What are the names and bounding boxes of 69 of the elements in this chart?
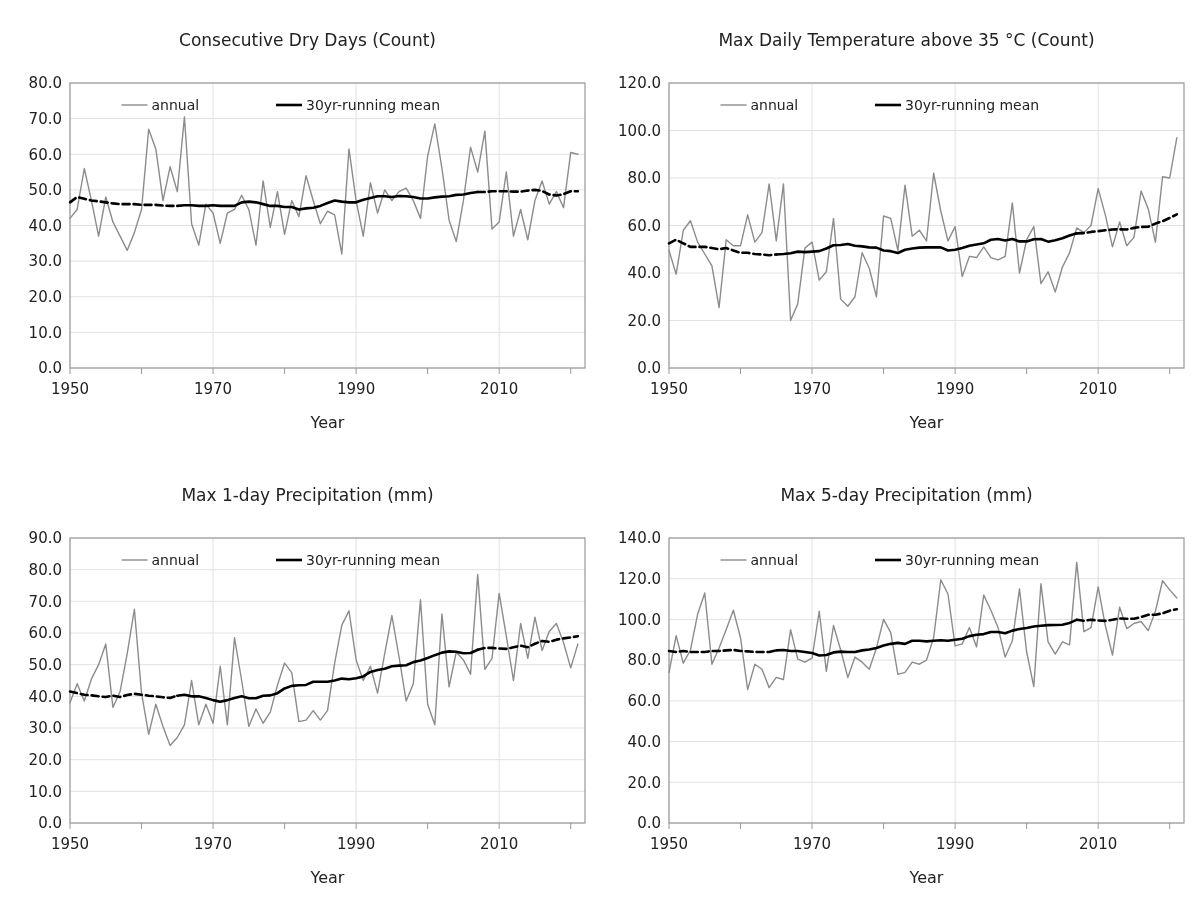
x-tick-label: 1970 [792,380,832,398]
legend-label: annual [151,551,200,568]
chart-title: Consecutive Dry Days (Count) [179,30,436,50]
y-tick-label: 60.0 [627,692,661,711]
line-series [69,573,579,747]
y-tick-label: 40.0 [28,687,62,706]
y-tick-label: 50.0 [28,181,62,200]
y-tick-label: 80.0 [28,74,62,93]
y-tick-label: 80.0 [28,560,62,579]
y-tick-label: 120.0 [618,569,661,588]
y-tick-label: 50.0 [28,655,62,674]
x-tick-label: 2010 [1079,380,1118,398]
legend-label: 30yr-running mean [306,551,441,568]
y-tick-label: 60.0 [28,145,62,164]
y-tick-label: 20.0 [627,311,661,330]
x-tick-label: 1970 [193,380,233,398]
x-axis-title: Year [309,868,345,887]
x-tick-label: 1990 [936,835,975,853]
y-tick-label: 20.0 [627,773,661,792]
y-tick-label: 30.0 [28,719,62,738]
y-tick-label: 70.0 [28,592,62,611]
x-tick-label: 1950 [649,380,689,398]
x-tick-label: 1990 [337,380,376,398]
chart-title: Max 1-day Precipitation (mm) [181,485,434,505]
x-tick-label: 1950 [50,835,90,853]
x-tick-label: 2010 [1079,835,1118,853]
legend-label: 30yr-running mean [306,96,441,113]
y-tick-label: 90.0 [28,529,62,548]
y-tick-label: 70.0 [28,109,62,128]
legend-label: 30yr-running mean [905,551,1040,568]
line-series [69,116,579,255]
y-tick-label: 80.0 [627,651,661,670]
y-tick-label: 10.0 [28,782,62,801]
legend-label: annual [151,96,200,113]
y-tick-label: 40.0 [28,216,62,235]
y-tick-label: 40.0 [627,732,661,751]
chart-title: Max 5-day Precipitation (mm) [780,485,1033,505]
line-series [668,136,1178,322]
y-tick-label: 0.0 [637,359,661,378]
y-tick-label: 140.0 [618,529,661,548]
x-axis-title: Year [908,868,944,887]
x-tick-label: 2010 [480,380,519,398]
y-tick-label: 60.0 [627,216,661,235]
legend-label: annual [750,96,799,113]
y-tick-label: 80.0 [627,169,661,188]
y-tick-label: 0.0 [38,814,62,833]
y-tick-label: 20.0 [28,750,62,769]
x-tick-label: 1970 [193,835,233,853]
x-axis-title: Year [309,413,345,432]
y-tick-label: 40.0 [627,264,661,283]
x-tick-label: 1990 [936,380,975,398]
y-tick-label: 0.0 [38,359,62,378]
x-tick-label: 1990 [337,835,376,853]
x-tick-label: 1970 [792,835,832,853]
x-tick-label: 1950 [649,835,689,853]
legend-label: 30yr-running mean [905,96,1040,113]
x-axis-title: Year [908,413,944,432]
y-tick-label: 0.0 [637,814,661,833]
y-tick-label: 20.0 [28,288,62,306]
y-tick-label: 10.0 [28,323,62,342]
x-tick-label: 1950 [50,380,90,398]
legend-label: annual [750,551,799,568]
y-tick-label: 100.0 [618,610,661,629]
y-tick-label: 100.0 [618,121,661,140]
chart-title: Max Daily Temperature above 35 °C (Count) [718,30,1095,50]
y-tick-label: 30.0 [28,252,62,271]
y-tick-label: 120.0 [618,74,661,93]
y-tick-label: 60.0 [28,624,62,643]
x-tick-label: 2010 [480,835,519,853]
